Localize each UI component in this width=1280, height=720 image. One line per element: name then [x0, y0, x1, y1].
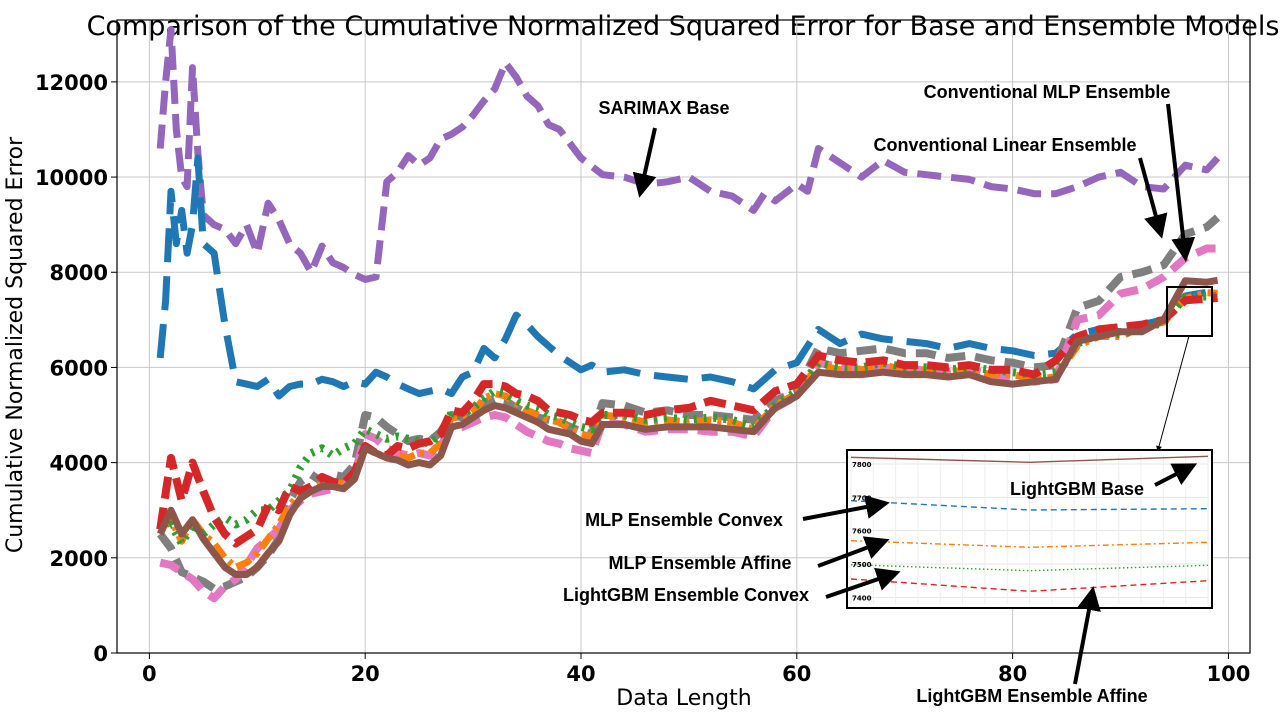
arrow-conv-linear — [1138, 157, 1168, 239]
ticks: 0 20 40 60 80 100 0 2000 4000 6000 8000 10000 12000 — [35, 71, 1250, 686]
series-line-lightgbm-base — [157, 276, 1219, 578]
x-axis-label: Data Length — [616, 686, 751, 711]
annotation-arrows — [632, 103, 1198, 685]
series-line-sarimax-base — [156, 26, 1221, 283]
label-lightgbm-ensemble-convex: LightGBM Ensemble Convex — [563, 585, 809, 605]
arrow-mlp-affine — [817, 536, 890, 568]
x-tick-label: 60 — [782, 662, 811, 686]
x-tick-label: 0 — [142, 662, 157, 686]
arrow-lgbm-affine — [1073, 586, 1101, 685]
label-sarimax-base: SARIMAX Base — [598, 98, 729, 118]
y-tick-label: 10000 — [35, 166, 108, 190]
x-tick-label: 80 — [998, 662, 1027, 686]
plot-frame — [116, 19, 1251, 654]
inset-line-mlp-ensemble-affine — [850, 540, 1209, 549]
inset-y-tick-label: 7500 — [852, 561, 872, 569]
inset-y-tick-label: 7400 — [852, 594, 872, 602]
label-conventional-mlp-ensemble: Conventional MLP Ensemble — [924, 82, 1171, 102]
inset-y-tick-label: 7700 — [852, 494, 872, 502]
arrow-mlp-convex — [802, 495, 890, 521]
label-mlp-ensemble-affine: MLP Ensemble Affine — [608, 553, 791, 573]
x-tick-label: 20 — [351, 662, 380, 686]
x-tick-label: 100 — [1206, 662, 1250, 686]
arrow-lgbm-convex — [825, 567, 901, 599]
inset-y-tick-label: 7600 — [852, 528, 872, 536]
inset-ticks: 7400 7500 7600 7700 7800 — [852, 461, 872, 602]
y-tick-label: 12000 — [35, 71, 108, 95]
arrow-lgbm-base — [1154, 463, 1198, 487]
y-tick-label: 8000 — [50, 261, 108, 285]
inset-y-tick-label: 7800 — [852, 461, 872, 469]
label-conventional-linear-ensemble: Conventional Linear Ensemble — [873, 135, 1136, 155]
zoom-box — [1166, 286, 1213, 337]
label-lightgbm-ensemble-affine: LightGBM Ensemble Affine — [916, 686, 1147, 706]
series-group — [156, 26, 1221, 603]
y-tick-label: 6000 — [50, 356, 108, 380]
arrow-conv-mlp — [1166, 103, 1196, 262]
arrow-sarimax — [632, 127, 657, 198]
chart-title: Comparison of the Cumulative Normalized … — [87, 11, 1280, 42]
y-tick-label: 0 — [93, 642, 108, 666]
series-line-lightgbm-ensemble-affine — [156, 293, 1218, 548]
series-line-mlp-ensemble-convex — [156, 154, 1219, 400]
label-mlp-ensemble-convex: MLP Ensemble Convex — [585, 510, 783, 530]
inset-series-group — [850, 455, 1209, 593]
y-axis-label: Cumulative Normalized Squared Error — [3, 136, 28, 553]
series-line-mlp-ensemble-affine — [157, 289, 1218, 571]
inset-line-lightgbm-base — [850, 455, 1209, 464]
y-tick-label: 2000 — [50, 547, 108, 571]
label-lightgbm-base: LightGBM Base — [1010, 479, 1144, 499]
zoom-connector — [1156, 335, 1190, 452]
y-tick-label: 4000 — [50, 452, 108, 476]
x-tick-label: 40 — [566, 662, 595, 686]
